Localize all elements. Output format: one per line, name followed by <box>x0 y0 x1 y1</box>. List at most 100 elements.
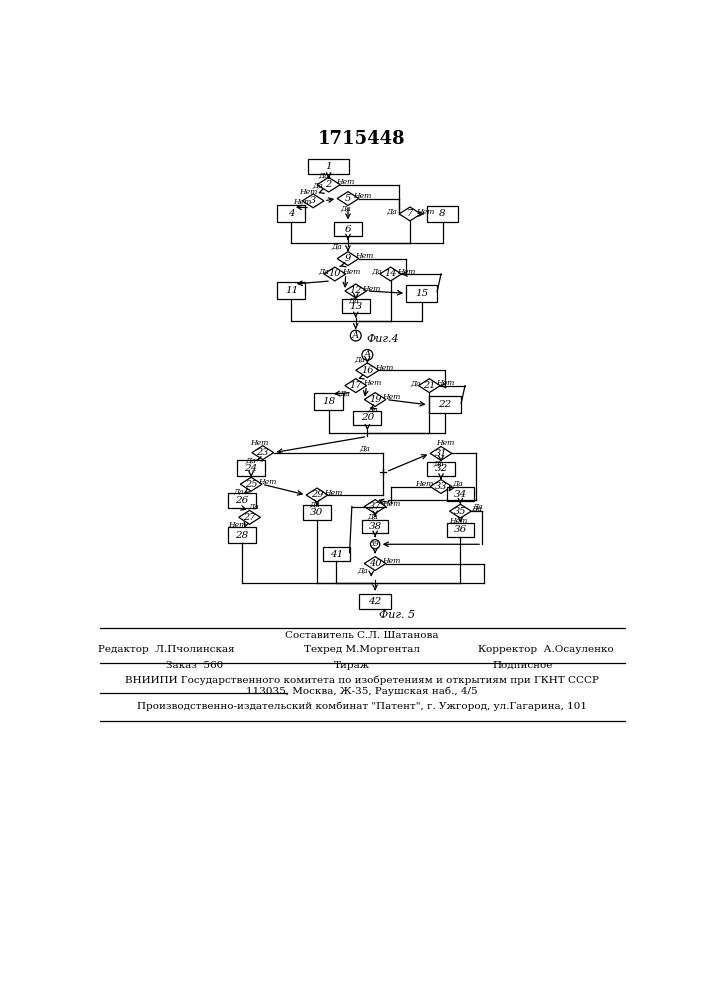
Text: 41: 41 <box>329 550 343 559</box>
Text: 24: 24 <box>245 464 258 473</box>
Text: Да: Да <box>354 356 365 364</box>
Text: Нет: Нет <box>299 188 317 196</box>
Polygon shape <box>337 192 359 205</box>
Text: 37: 37 <box>369 502 381 511</box>
Text: Нет: Нет <box>293 198 312 206</box>
Text: 8: 8 <box>439 209 446 218</box>
FancyBboxPatch shape <box>228 527 256 543</box>
Text: 28: 28 <box>235 531 248 540</box>
Text: 33: 33 <box>435 482 448 491</box>
Text: Нет: Нет <box>397 268 415 276</box>
Text: 35: 35 <box>454 507 467 516</box>
Text: Да: Да <box>410 379 421 387</box>
Polygon shape <box>239 510 260 524</box>
Text: Да: Да <box>339 389 350 397</box>
Text: 22: 22 <box>438 400 452 409</box>
Text: Нет: Нет <box>355 252 373 260</box>
Text: 1: 1 <box>325 162 332 171</box>
Text: 31: 31 <box>435 449 448 458</box>
Polygon shape <box>345 379 367 393</box>
Text: Нет: Нет <box>324 489 342 497</box>
FancyBboxPatch shape <box>277 282 305 299</box>
Text: 18: 18 <box>322 397 335 406</box>
Text: Редактор  Л.Пчолинская: Редактор Л.Пчолинская <box>98 645 234 654</box>
Polygon shape <box>337 252 359 266</box>
Polygon shape <box>450 504 472 518</box>
Text: Нет: Нет <box>416 480 434 488</box>
Text: 9: 9 <box>345 254 351 263</box>
Text: 27: 27 <box>243 513 256 522</box>
Text: Нет: Нет <box>228 521 246 529</box>
Text: Нет: Нет <box>363 379 381 387</box>
Text: Да: Да <box>248 503 259 511</box>
Text: Да: Да <box>433 459 444 467</box>
Text: Нет: Нет <box>382 557 401 565</box>
Text: 14: 14 <box>385 269 397 278</box>
Text: Нет: Нет <box>436 439 454 447</box>
Polygon shape <box>252 446 274 460</box>
Text: 32: 32 <box>434 464 448 473</box>
Text: Фиг. 5: Фиг. 5 <box>379 610 415 620</box>
Text: 42: 42 <box>368 597 382 606</box>
Text: 30: 30 <box>310 508 324 517</box>
Text: 6: 6 <box>345 225 351 234</box>
Text: Да: Да <box>340 205 351 213</box>
Polygon shape <box>240 477 262 491</box>
Text: Да: Да <box>233 488 244 496</box>
Text: Да: Да <box>360 445 370 453</box>
Text: 2: 2 <box>325 180 332 189</box>
Text: Составитель С.Л. Шатанова: Составитель С.Л. Шатанова <box>285 631 439 640</box>
Text: Техред М.Моргентал: Техред М.Моргентал <box>304 645 420 654</box>
Text: Да: Да <box>245 456 256 464</box>
Text: Фиг.4: Фиг.4 <box>366 334 399 344</box>
Polygon shape <box>419 379 440 393</box>
Text: 21: 21 <box>423 381 436 390</box>
Text: 23: 23 <box>257 448 269 457</box>
Text: 11: 11 <box>285 286 298 295</box>
Text: 13: 13 <box>349 302 363 311</box>
Text: Нет: Нет <box>362 285 380 293</box>
FancyBboxPatch shape <box>277 205 305 222</box>
Text: Да: Да <box>371 268 382 276</box>
FancyBboxPatch shape <box>308 158 349 174</box>
Polygon shape <box>356 363 379 378</box>
FancyBboxPatch shape <box>314 393 344 410</box>
Polygon shape <box>324 267 346 281</box>
Text: Подписное: Подписное <box>492 661 553 670</box>
Text: Да: Да <box>472 503 483 511</box>
Polygon shape <box>306 488 328 502</box>
Text: 36: 36 <box>454 525 467 534</box>
Text: Да: Да <box>368 513 378 521</box>
Text: Да: Да <box>357 567 368 575</box>
Text: Да: Да <box>309 501 320 509</box>
Polygon shape <box>364 557 386 570</box>
FancyBboxPatch shape <box>354 411 381 425</box>
Text: 12: 12 <box>349 286 362 295</box>
Text: Нет: Нет <box>416 208 435 216</box>
Text: Корректор  А.Осауленко: Корректор А.Осауленко <box>478 645 614 654</box>
Polygon shape <box>380 267 402 281</box>
FancyBboxPatch shape <box>427 206 458 222</box>
FancyBboxPatch shape <box>362 520 388 533</box>
Text: Нет: Нет <box>449 517 467 525</box>
Text: 3: 3 <box>310 196 316 205</box>
Text: 7: 7 <box>407 209 413 218</box>
Polygon shape <box>399 207 421 221</box>
FancyBboxPatch shape <box>359 594 392 609</box>
Text: Нет: Нет <box>250 439 268 447</box>
Polygon shape <box>303 194 324 208</box>
Text: 25: 25 <box>245 480 257 489</box>
Text: 40: 40 <box>369 559 381 568</box>
FancyBboxPatch shape <box>448 523 474 537</box>
Text: Да: Да <box>472 505 482 513</box>
Text: 113035, Москва, Ж-35, Раушская наб., 4/5: 113035, Москва, Ж-35, Раушская наб., 4/5 <box>246 687 478 696</box>
Text: 20: 20 <box>361 413 374 422</box>
Polygon shape <box>430 480 452 493</box>
Polygon shape <box>345 284 367 298</box>
FancyBboxPatch shape <box>303 505 331 520</box>
FancyBboxPatch shape <box>323 547 349 561</box>
Text: 4: 4 <box>288 209 295 218</box>
FancyBboxPatch shape <box>334 222 362 236</box>
Text: 1715448: 1715448 <box>318 130 406 148</box>
FancyBboxPatch shape <box>428 396 461 413</box>
